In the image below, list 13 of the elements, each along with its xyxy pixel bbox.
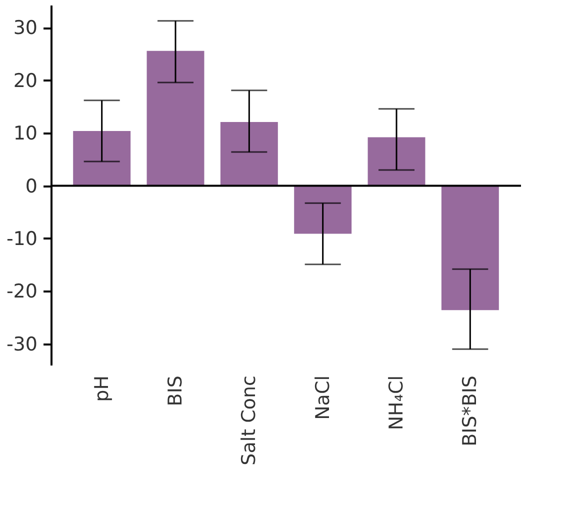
- y-tick-label: 30: [13, 17, 38, 40]
- x-tick-label: NH₄Cl: [386, 376, 408, 430]
- x-tick-label: BIS*BIS: [459, 376, 482, 446]
- y-tick-label: 10: [13, 122, 38, 145]
- y-tick-label: 0: [25, 175, 38, 198]
- y-tick-label: 20: [13, 70, 38, 92]
- y-tick-label: -20: [6, 280, 38, 303]
- x-tick-label: NaCl: [312, 376, 334, 420]
- x-tick-label: Salt Conc: [238, 376, 260, 466]
- x-tick-label: BIS: [164, 376, 186, 406]
- y-tick-label: -30: [6, 333, 38, 356]
- x-tick-label: pH: [90, 376, 113, 402]
- y-tick-label: -10: [6, 228, 38, 250]
